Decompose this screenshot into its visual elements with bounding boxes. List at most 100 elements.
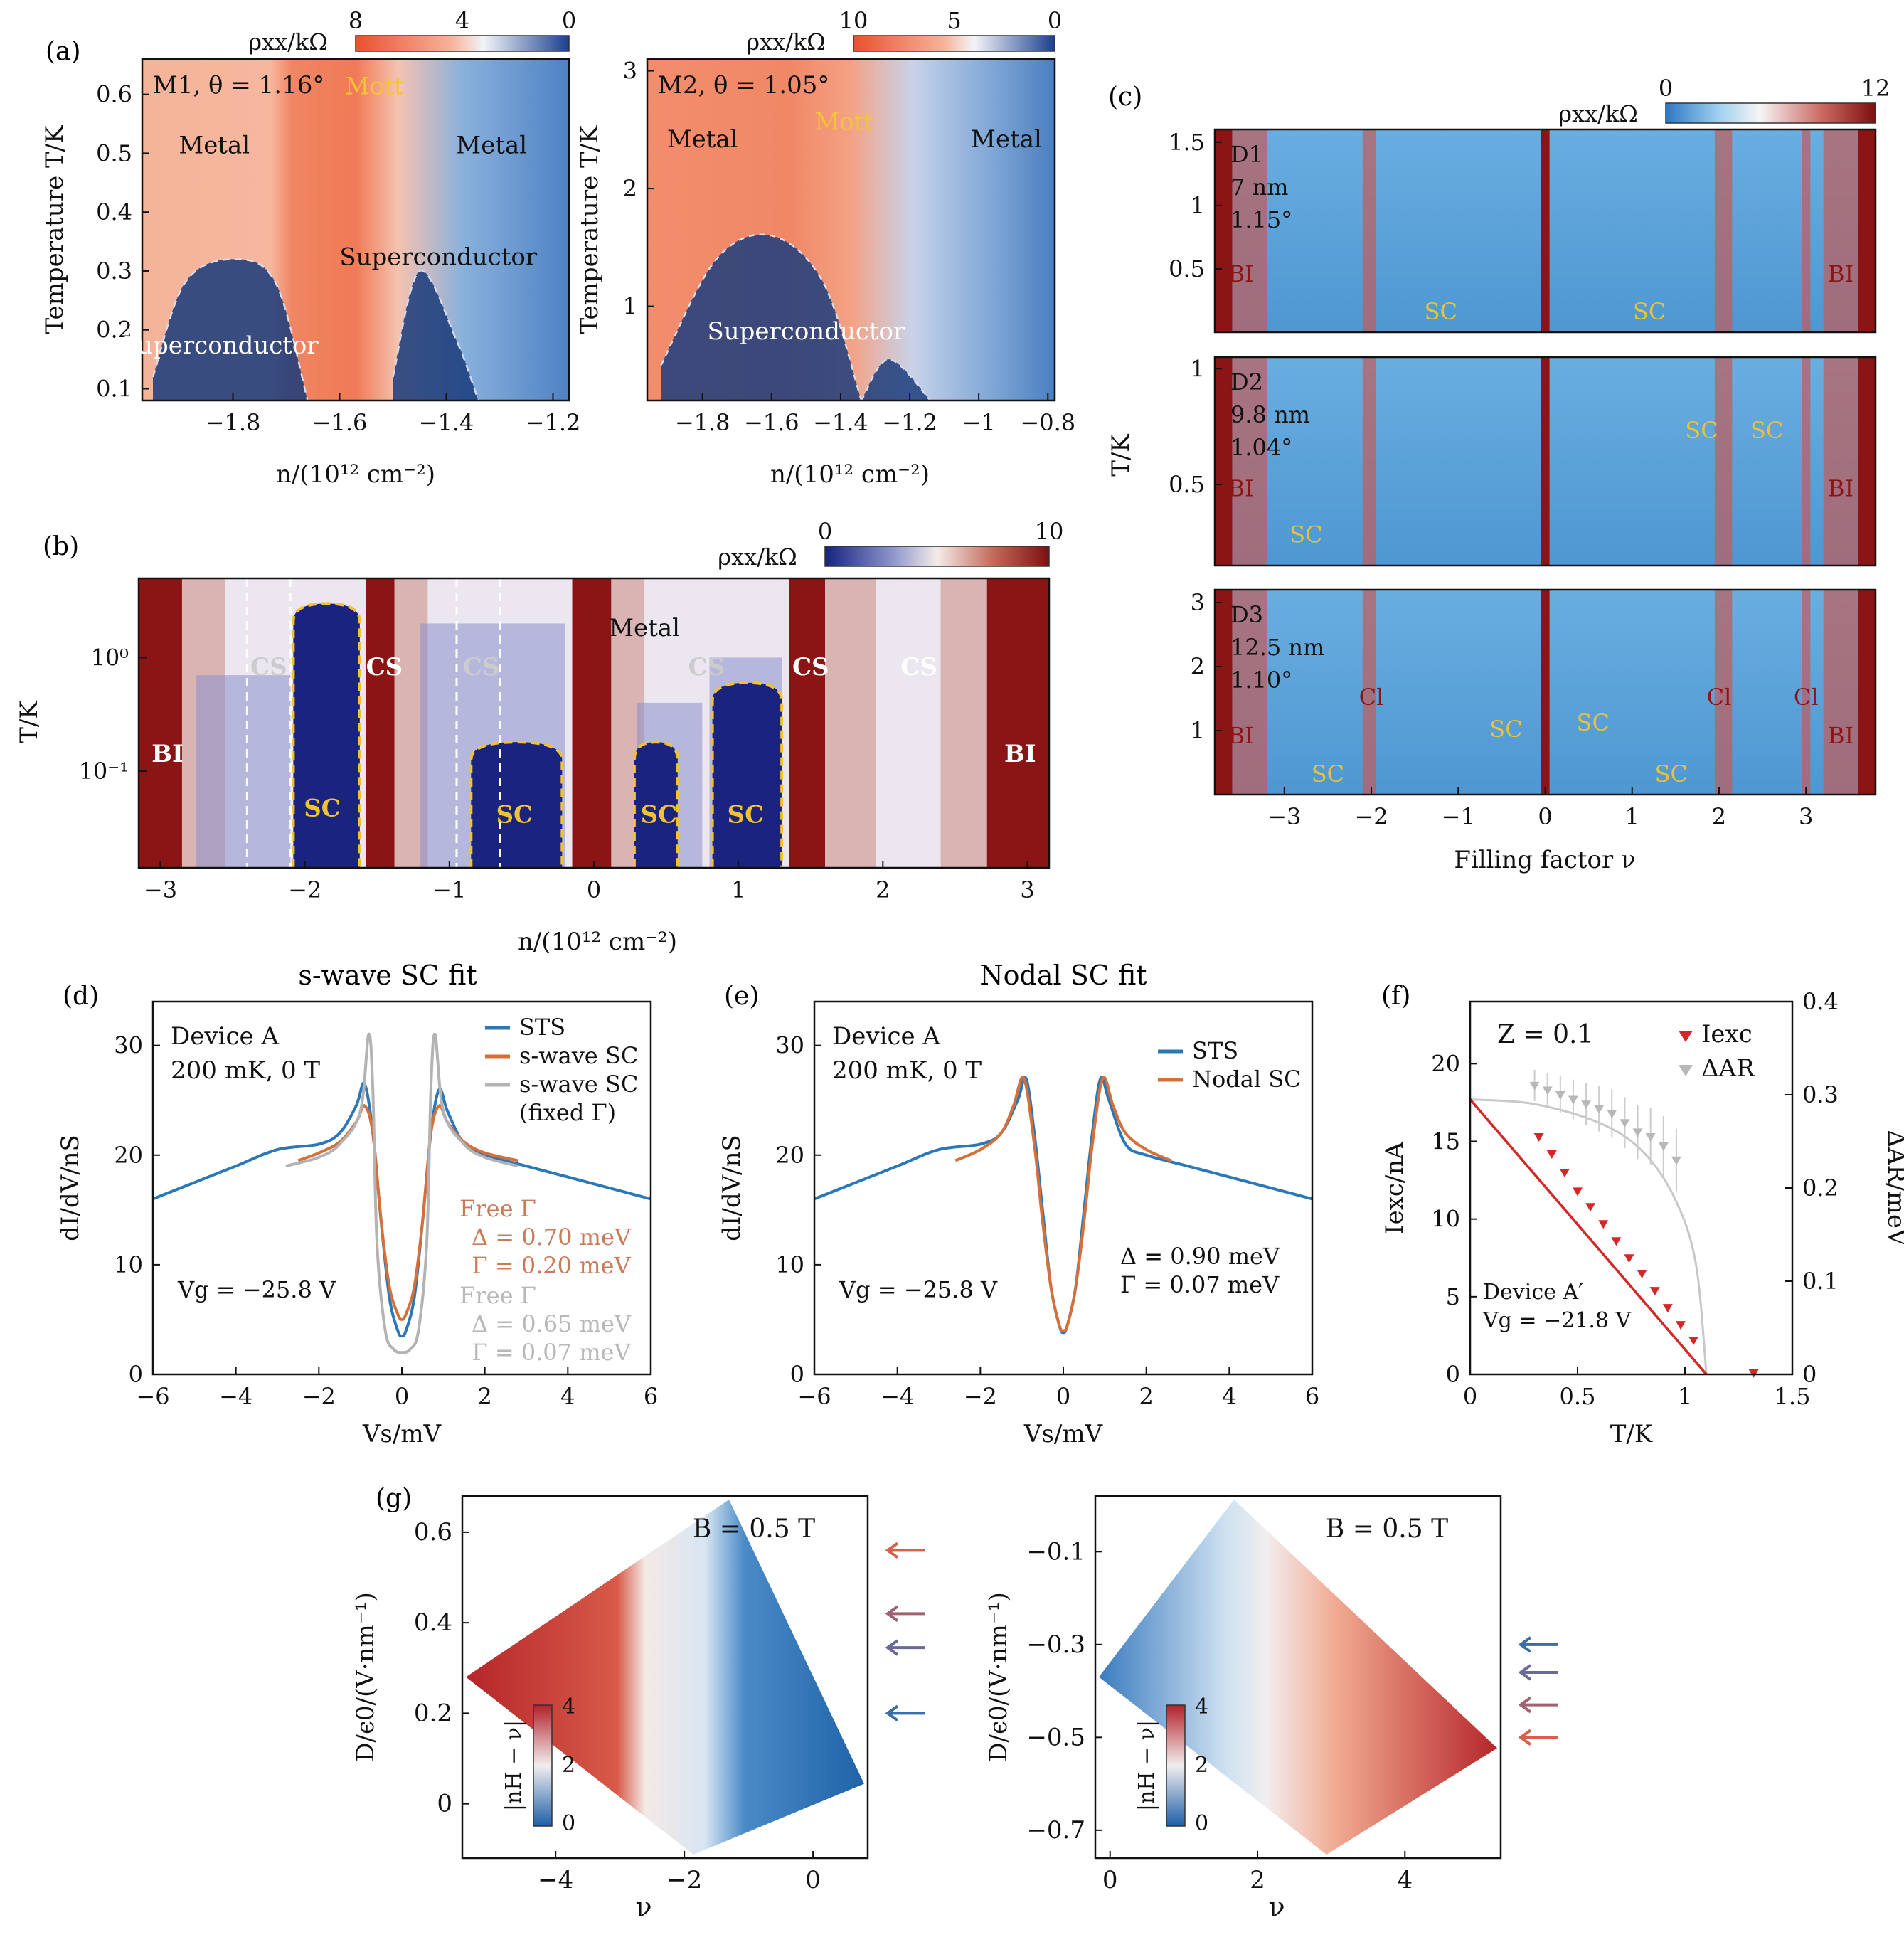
region-label: Metal xyxy=(609,614,680,642)
gap-point xyxy=(1632,1128,1643,1137)
iexc-point xyxy=(1533,1132,1544,1142)
c-x-tick-label: 1 xyxy=(1625,803,1639,830)
a-left-x-tick-label: −1.8 xyxy=(206,409,261,436)
gate-label: Vg = −25.8 V xyxy=(839,1276,998,1303)
conditions-label: 200 mK, 0 T xyxy=(171,1056,320,1085)
a-left-y-tick-label: 0.5 xyxy=(96,139,132,166)
field-arrow xyxy=(885,1704,925,1722)
resistive-band-soft xyxy=(825,578,876,868)
a-right-x-tick-label: −1.8 xyxy=(675,409,730,436)
g-diamond-heatmap xyxy=(1099,1500,1497,1855)
b-x-tick-label: 2 xyxy=(876,876,890,903)
a-left-y-tick-label: 0.6 xyxy=(96,81,132,108)
b-x-tick-label: 1 xyxy=(731,876,745,903)
resistive-band-soft xyxy=(1802,357,1811,566)
series-line xyxy=(285,1032,518,1354)
layer-e-x-tick-label: 6 xyxy=(1305,1383,1319,1410)
region-label: Metal xyxy=(179,131,250,159)
legend-label: Iexc xyxy=(1701,1020,1753,1049)
a-right-colorbar-tick: 10 xyxy=(839,7,868,34)
g-xlabel: ν xyxy=(635,1892,651,1923)
resistive-band-soft xyxy=(1823,590,1858,795)
b-y-tick-label: 10⁰ xyxy=(90,644,129,671)
layer-e-x-tick-label: −4 xyxy=(881,1383,914,1410)
c-x-tick-label: −2 xyxy=(1354,803,1388,830)
region-label: SC xyxy=(1425,298,1457,325)
gap-point xyxy=(1542,1086,1553,1095)
plot-frame-g xyxy=(1094,1495,1502,1860)
fit-label: Free Γ xyxy=(459,1195,536,1222)
region-label: SC xyxy=(1312,760,1344,787)
g-ylabel: D/ϵ0/(V·nm⁻¹) xyxy=(351,1592,380,1761)
g-field-label: B = 0.5 T xyxy=(1326,1514,1448,1544)
g-x-tick-label: 2 xyxy=(1250,1866,1265,1894)
layer-e-y-tick-label: 20 xyxy=(775,1142,804,1169)
f-y2-tick-label: 0.1 xyxy=(1802,1268,1839,1295)
iexc-point xyxy=(1637,1270,1647,1279)
f-y2-tick-label: 0.3 xyxy=(1802,1081,1839,1108)
series-line xyxy=(954,1076,1172,1332)
iexc-point xyxy=(1573,1187,1583,1197)
sc-dome-fill xyxy=(712,682,782,868)
c-device-name: D2 xyxy=(1230,368,1263,396)
b-colorbar-tick: 0 xyxy=(818,518,832,545)
a-left-y-tick-label: 0.4 xyxy=(96,198,132,226)
f-y-tick-label: 0 xyxy=(1446,1361,1460,1388)
region-label: CS xyxy=(366,653,403,681)
resistive-band-soft xyxy=(1714,590,1733,795)
sc-dome-boundary xyxy=(292,602,361,868)
fit-label: Δ = 0.90 meV xyxy=(1120,1243,1280,1270)
g-colorbar xyxy=(533,1704,553,1827)
a-right-ylabel: Temperature T/K xyxy=(575,125,604,334)
a-right-x-tick-label: −1.4 xyxy=(813,409,868,436)
resistive-band-soft xyxy=(1362,590,1376,795)
resistive-band xyxy=(986,578,1049,868)
fit-label: Δ = 0.70 meV xyxy=(472,1224,632,1251)
resistive-band xyxy=(139,578,182,868)
sc-dome-fill xyxy=(153,259,308,400)
a-right-xlabel: n/(10¹² cm⁻²) xyxy=(770,460,930,489)
layer-d-x-tick-label: −6 xyxy=(136,1383,169,1410)
device-label: Device A xyxy=(171,1022,279,1051)
resistive-band xyxy=(1541,590,1550,795)
resistive-band xyxy=(1215,590,1233,795)
a-right-x-tick-label: −1.2 xyxy=(882,409,937,436)
region-label: SC xyxy=(728,801,765,829)
layer-d-y-tick-label: 20 xyxy=(114,1142,143,1169)
gap-point xyxy=(1594,1105,1605,1114)
field-arrow xyxy=(1518,1697,1558,1714)
region-label: SC xyxy=(1685,417,1718,444)
panel-c: 0.5 1 1.5 D1 7 nm 1.15° BI BI SC SC 0.5 1 D2 9.8 nm 1.… xyxy=(1107,75,1890,874)
region-label: CS xyxy=(250,653,287,681)
layer-e-x-tick-label: 4 xyxy=(1222,1383,1236,1410)
c-xlabel: Filling factor ν xyxy=(1454,846,1635,874)
region-label: SC xyxy=(496,801,533,829)
region-label: SC xyxy=(304,794,341,822)
sc-dome-boundary xyxy=(469,741,564,868)
layer-d-x-tick-label: 0 xyxy=(395,1383,409,1410)
resistive-band xyxy=(365,578,395,868)
a-right-colorbar xyxy=(853,35,1055,52)
a-right-y-tick-label: 1 xyxy=(623,293,637,320)
legend-label: (fixed Γ) xyxy=(519,1099,616,1126)
c-x-tick-label: −3 xyxy=(1267,803,1301,830)
resistive-band-soft xyxy=(1362,357,1376,566)
resistive-band-soft xyxy=(940,578,987,868)
region-label: Metal xyxy=(456,131,527,159)
iexc-point xyxy=(1598,1220,1609,1229)
layer-d-y-tick-label: 30 xyxy=(114,1032,143,1059)
c-colorbar xyxy=(1665,102,1876,124)
region-label: SC xyxy=(1577,709,1610,736)
g-y-tick-label: −0.1 xyxy=(1026,1537,1085,1566)
b-colorbar-label: ρxx/kΩ xyxy=(718,543,797,571)
panel-b-label: (b) xyxy=(43,532,79,561)
c-device-angle: 1.04° xyxy=(1230,434,1292,461)
panel-g: −4 −2 0 0 0.2 0.4 0.6 ν D/ϵ0/(V·nm⁻¹) B = 0.5 T 4 2… xyxy=(351,1495,1558,1923)
b-x-tick-label: 0 xyxy=(587,876,601,903)
plot-frame-a-right xyxy=(646,58,1056,402)
layer-d-x-tick-label: −2 xyxy=(302,1383,336,1410)
layer-d-ylabel: dI/dV/nS xyxy=(56,1135,85,1241)
g-colorbar-tick: 4 xyxy=(1195,1694,1208,1719)
fit-label: Γ = 0.07 meV xyxy=(472,1339,631,1366)
field-arrow xyxy=(1518,1729,1558,1746)
